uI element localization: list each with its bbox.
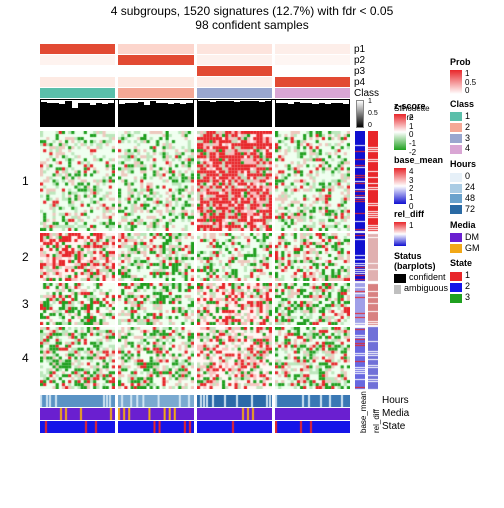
- legend-Hours: Hours0244872: [450, 160, 496, 214]
- heatmap-panel: [197, 233, 272, 281]
- heatmap-panel: [197, 327, 272, 389]
- bottom-label-State: State: [382, 421, 405, 432]
- heatmap-panel: [40, 283, 115, 325]
- heatmap-panel: [275, 327, 350, 389]
- heatmap-panel: [118, 131, 193, 231]
- bottom-track-Media: [40, 408, 350, 420]
- annotation-track-p3: [40, 66, 350, 76]
- title-line-2: 98 confident samples: [0, 18, 504, 32]
- heatmap-panel: [40, 131, 115, 231]
- heatmap-panel: [275, 283, 350, 325]
- heatmap-panel: [197, 283, 272, 325]
- heatmap-panel: [197, 131, 272, 231]
- side-vlabel-base_mean: base_mean: [359, 391, 368, 433]
- track-label-p2: p2: [354, 55, 365, 66]
- heatmap-panel: [118, 233, 193, 281]
- heatmap-main: 1234: [40, 131, 350, 389]
- heatmap-area: p1p2p3p4ClassSilhouette score10.501234Ho…: [40, 44, 350, 391]
- legend-State: State123: [450, 259, 496, 303]
- silhouette-track: [40, 99, 350, 127]
- heatmap-panel: [275, 131, 350, 231]
- heatmap-panel: [40, 327, 115, 389]
- legend-base_mean: base_mean43210: [394, 156, 448, 204]
- legend-Class: Class1234: [450, 100, 496, 154]
- row-group-label-1: 1: [22, 174, 29, 188]
- row-group-label-3: 3: [22, 297, 29, 311]
- track-label-Class: Class: [354, 88, 379, 99]
- row-group-label-2: 2: [22, 250, 29, 264]
- heatmap-panel: [40, 233, 115, 281]
- title-line-1: 4 subgroups, 1520 signatures (12.7%) wit…: [0, 4, 504, 18]
- row-group-label-4: 4: [22, 351, 29, 365]
- annotation-track-p1: [40, 44, 350, 54]
- track-label-p4: p4: [354, 77, 365, 88]
- heatmap-panel: [118, 283, 193, 325]
- legend-Status (barplots): Status (barplots)confidentambiguous: [394, 252, 448, 295]
- legend-rel_diff: rel_diff1: [394, 210, 448, 246]
- legend-Media: MediaDMGM: [450, 221, 496, 254]
- bottom-label-Hours: Hours: [382, 395, 409, 406]
- track-label-p3: p3: [354, 66, 365, 77]
- chart-title: 4 subgroups, 1520 signatures (12.7%) wit…: [0, 4, 504, 32]
- annotation-track-p4: [40, 77, 350, 87]
- legend-Prob: Prob10.50: [450, 58, 496, 94]
- heatmap-panel: [118, 327, 193, 389]
- side-vlabel-rel_diff: rel_diff: [372, 409, 381, 433]
- track-label-p1: p1: [354, 44, 365, 55]
- annotation-track-p2: [40, 55, 350, 65]
- heatmap-panel: [275, 233, 350, 281]
- legend-z-score: z-score210-1-2: [394, 102, 448, 150]
- bottom-track-State: [40, 421, 350, 433]
- bottom-annotations: [40, 395, 350, 434]
- bottom-label-Media: Media: [382, 408, 409, 419]
- bottom-track-Hours: [40, 395, 350, 407]
- annotation-track-Class: [40, 88, 350, 98]
